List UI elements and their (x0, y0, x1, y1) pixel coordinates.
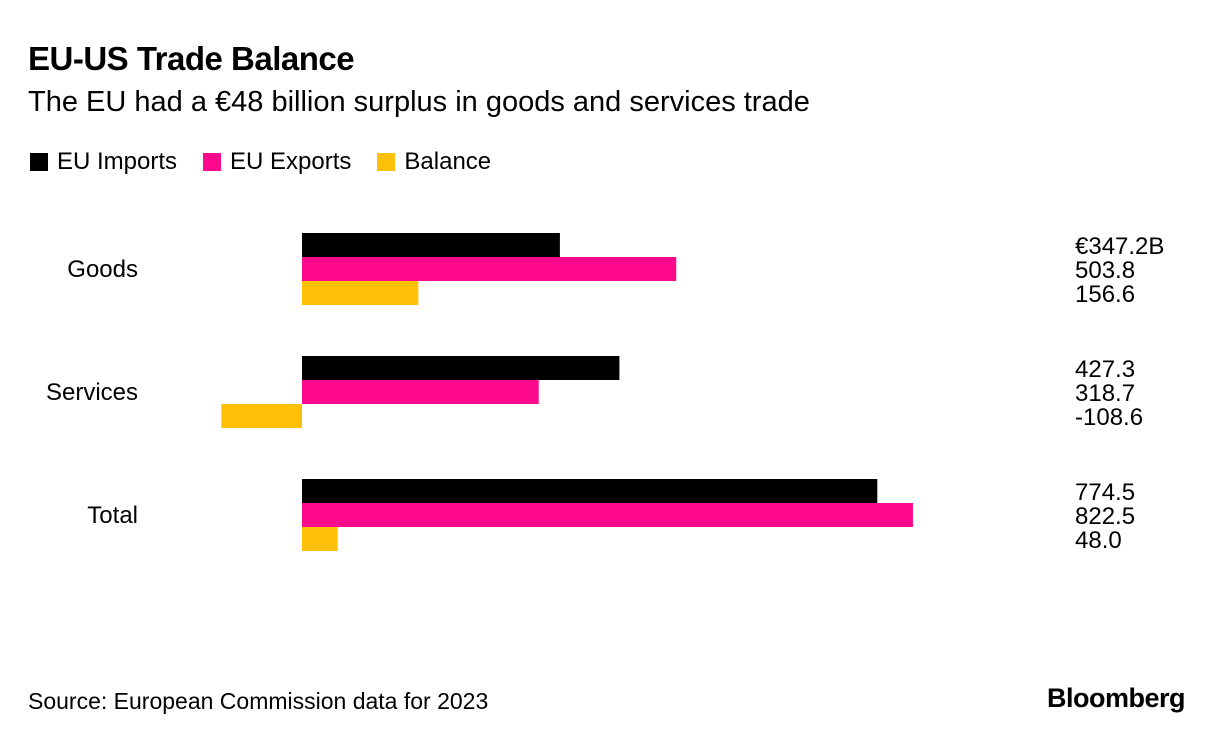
value-label: -108.6 (1075, 404, 1143, 431)
legend-label-exports: EU Exports (230, 148, 352, 175)
value-label: 427.3 (1075, 356, 1135, 383)
chart-title: EU-US Trade Balance (28, 40, 355, 77)
brand-logo: Bloomberg (1046, 683, 1186, 713)
legend-label-imports: EU Imports (57, 148, 178, 175)
legend-swatch-imports (30, 153, 48, 171)
chart-subtitle: The EU had a €48 billion surplus in good… (28, 86, 810, 118)
bar (302, 380, 539, 404)
bar (302, 281, 419, 305)
legend-item-exports: EU Exports (203, 148, 351, 176)
value-label: €347.2B (1075, 233, 1164, 260)
bar (302, 479, 878, 503)
source-note: Source: European Commission data for 202… (28, 688, 489, 714)
legend-swatch-exports (203, 153, 222, 171)
category-label: Services (46, 379, 138, 406)
value-label: 503.8 (1075, 257, 1135, 284)
bar (302, 527, 338, 551)
bar (302, 503, 913, 527)
bar (302, 233, 560, 257)
value-label: 318.7 (1075, 380, 1135, 407)
bar (221, 404, 302, 428)
legend-swatch-balance (377, 153, 396, 171)
bar (302, 356, 620, 380)
legend-item-imports: EU Imports (30, 148, 177, 176)
legend: EU Imports EU Exports Balance (30, 148, 517, 176)
legend-label-balance: Balance (404, 148, 492, 175)
value-label: 774.5 (1075, 479, 1135, 506)
value-label: 156.6 (1075, 281, 1135, 308)
bar (302, 257, 677, 281)
category-label: Total (87, 502, 138, 529)
value-label: 48.0 (1075, 527, 1122, 554)
legend-item-balance: Balance (377, 148, 491, 176)
value-label: 822.5 (1075, 503, 1135, 530)
category-label: Goods (67, 256, 138, 283)
